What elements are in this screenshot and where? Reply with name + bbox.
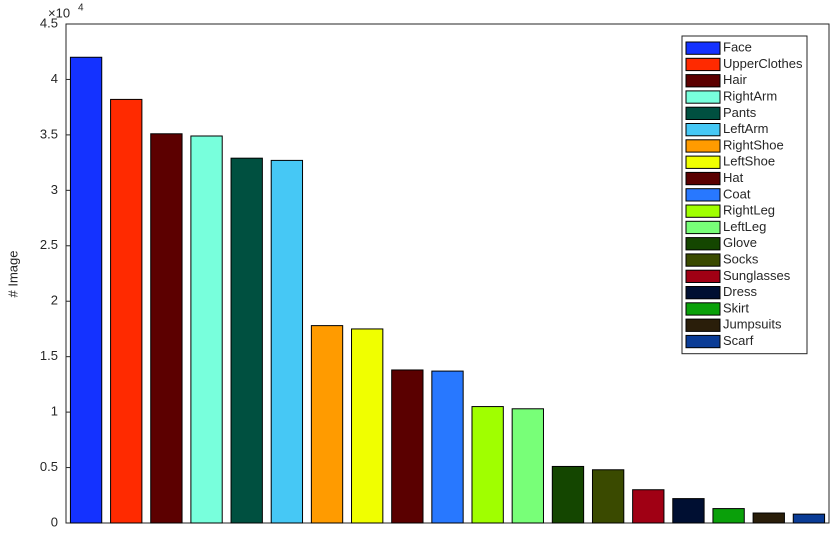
legend-swatch: [685, 139, 721, 153]
legend-label: RightArm: [723, 88, 777, 103]
bar: [551, 465, 585, 524]
legend-label: Socks: [723, 251, 759, 266]
legend-label: Skirt: [723, 300, 749, 315]
legend-label: Scarf: [723, 333, 754, 348]
legend-label: Face: [723, 40, 752, 55]
y-tick-label: 2.5: [40, 237, 58, 252]
legend-label: RightShoe: [723, 137, 784, 152]
legend-swatch: [685, 123, 721, 137]
y-tick-label: 0.5: [40, 459, 58, 474]
y-tick-label: 4: [51, 71, 58, 86]
legend-swatch: [685, 318, 721, 332]
bar: [270, 159, 304, 524]
bar: [471, 406, 504, 524]
legend-label: Jumpsuits: [723, 317, 782, 332]
legend-label: UpperClothes: [723, 56, 803, 71]
legend-label: RightLeg: [723, 203, 775, 218]
legend-swatch: [685, 302, 721, 316]
y-tick-label: 1.5: [40, 348, 58, 363]
bar: [672, 498, 705, 524]
y-multiplier: ×10: [48, 5, 70, 20]
legend-label: Hair: [723, 72, 748, 87]
legend-swatch: [685, 269, 721, 284]
legend-label: Pants: [723, 105, 757, 120]
y-multiplier-exponent: 4: [78, 3, 84, 14]
bar: [792, 513, 826, 524]
bar: [230, 157, 263, 524]
y-tick-label: 0: [51, 514, 58, 529]
legend-swatch: [685, 334, 721, 349]
legend-label: Sunglasses: [723, 268, 791, 283]
bar: [310, 325, 344, 524]
bar: [351, 328, 384, 524]
legend-swatch: [685, 188, 721, 202]
legend-swatch: [685, 171, 721, 186]
legend-label: LeftShoe: [723, 154, 775, 169]
legend-label: Hat: [723, 170, 744, 185]
y-axis-label: # Image: [5, 251, 20, 298]
legend-swatch: [685, 220, 721, 235]
legend-swatch: [685, 41, 721, 55]
y-tick-label: 3.5: [40, 126, 58, 141]
legend-label: LeftArm: [723, 121, 769, 136]
legend-swatch: [685, 90, 721, 104]
bar: [69, 56, 103, 524]
legend-label: Dress: [723, 284, 757, 299]
bar: [110, 98, 143, 524]
bar: [632, 489, 665, 524]
legend-swatch: [685, 253, 721, 267]
legend-swatch: [685, 57, 721, 72]
bar: [712, 508, 745, 524]
y-tick-label: 4.5: [40, 15, 58, 30]
bar: [511, 408, 544, 524]
legend-swatch: [685, 237, 721, 251]
bar: [190, 135, 223, 524]
y-tick-label: 1: [51, 404, 58, 419]
bar: [391, 369, 424, 524]
legend-label: LeftLeg: [723, 219, 766, 234]
bar: [752, 512, 785, 524]
bar: [591, 469, 625, 524]
legend-swatch: [685, 204, 721, 218]
legend-swatch: [685, 106, 721, 120]
legend-label: Glove: [723, 235, 757, 250]
legend-swatch: [685, 155, 721, 169]
legend-swatch: [685, 74, 721, 88]
y-tick-label: 3: [51, 182, 58, 197]
y-tick-label: 2: [51, 293, 58, 308]
bar: [431, 370, 464, 524]
legend-swatch: [685, 286, 721, 300]
bar: [150, 133, 183, 524]
legend-label: Coat: [723, 186, 751, 201]
